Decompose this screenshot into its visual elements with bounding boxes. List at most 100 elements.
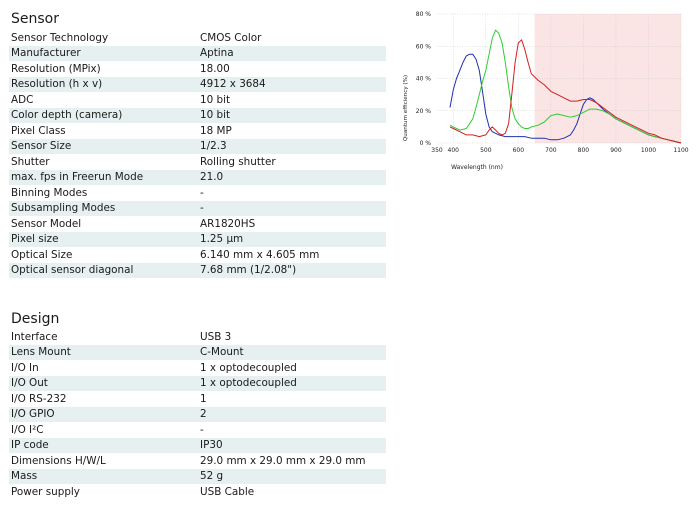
sensor-spec-row-label: Binning Modes <box>11 186 88 199</box>
chart-x-tick-label: 400 <box>448 147 460 154</box>
chart-x-tick-label: 1100 <box>673 147 688 154</box>
sensor-spec-row-label: Color depth (camera) <box>9 107 199 123</box>
design-spec-row-value: USB 3 <box>200 330 232 343</box>
sensor-spec-row-label: Sensor Model <box>11 217 82 230</box>
sensor-spec-row-label: Sensor Size <box>9 138 199 154</box>
design-spec-row-label: I/O GPIO <box>9 406 199 422</box>
chart-y-tick-label: 20 % <box>416 108 432 115</box>
design-spec-row-label: I/O Out <box>9 375 199 391</box>
sensor-spec-row: Sensor Technology CMOS Color <box>9 30 386 46</box>
sensor-spec-row-value: - <box>200 186 204 199</box>
sensor-spec-row: max. fps in Freerun Mode 21.0 <box>9 169 386 185</box>
sensor-spec-row-value: 6.140 mm x 4.605 mm <box>200 248 320 261</box>
sensor-spec-row-label: Sensor Technology <box>11 31 109 44</box>
sensor-spec-row: ADC 10 bit <box>9 92 386 108</box>
design-spec-row: I/O GPIO 2 <box>9 406 386 422</box>
design-spec-row-value: IP30 <box>199 437 386 453</box>
chart-y-tick-label: 80 % <box>416 11 432 18</box>
design-spec-row: I/O Out 1 x optodecoupled <box>9 375 386 391</box>
design-spec-row-value: 1 x optodecoupled <box>199 375 386 391</box>
design-spec-row-label: Power supply <box>11 485 80 498</box>
design-spec-row: Power supply USB Cable <box>9 484 386 500</box>
design-spec-row-label: Dimensions H/W/L <box>11 454 106 467</box>
sensor-spec-row: Optical Size 6.140 mm x 4.605 mm <box>9 247 386 263</box>
sensor-spec-row: Subsampling Modes - <box>9 200 386 216</box>
sensor-spec-row-label: Shutter <box>11 155 50 168</box>
chart-x-tick-label: 900 <box>610 147 622 154</box>
design-spec-row: Dimensions H/W/L 29.0 mm x 29.0 mm x 29.0… <box>9 453 386 469</box>
design-spec-row-label: I/O In <box>11 361 39 374</box>
design-spec-row: Lens Mount C-Mount <box>9 344 386 360</box>
sensor-spec-row-value: CMOS Color <box>200 31 262 44</box>
sensor-spec-row: Resolution (h x v) 4912 x 3684 <box>9 76 386 92</box>
quantum-efficiency-chart: 350 400 500 600 700 800 900 1000 1100 0 % 20 % 40 %… <box>403 11 689 171</box>
design-spec-row-label: Interface <box>11 330 58 343</box>
sensor-spec-row-value: 1/2.3 <box>199 138 386 154</box>
sensor-spec-row-value: 18.00 <box>200 62 230 75</box>
sensor-spec-row-label: max. fps in Freerun Mode <box>9 169 199 185</box>
sensor-spec-row-value: Aptina <box>199 45 386 61</box>
sensor-spec-row: Resolution (MPix) 18.00 <box>9 61 386 77</box>
chart-x-tick-label: 800 <box>578 147 590 154</box>
sensor-spec-row-label: Pixel size <box>9 231 199 247</box>
sensor-spec-row-label: Resolution (h x v) <box>9 76 199 92</box>
design-spec-row-value: 1 <box>200 392 207 405</box>
sensor-spec-row: Optical sensor diagonal 7.68 mm (1/2.08") <box>9 262 386 278</box>
sensor-spec-row: Shutter Rolling shutter <box>9 154 386 170</box>
design-spec-row-value: 52 g <box>199 468 386 484</box>
qe-series-line-3 <box>449 39 682 144</box>
chart-x-tick-label: 350 <box>431 147 443 154</box>
sensor-spec-row-label: Manufacturer <box>9 45 199 61</box>
sensor-section-title: Sensor <box>11 11 59 27</box>
sensor-spec-row-label: ADC <box>11 93 34 106</box>
design-spec-row: Mass 52 g <box>9 468 386 484</box>
design-spec-row-value: 29.0 mm x 29.0 mm x 29.0 mm <box>200 454 366 467</box>
sensor-spec-row-label: Optical Size <box>11 248 73 261</box>
design-section-title: Design <box>11 311 60 327</box>
chart-x-tick-label: 1000 <box>641 147 656 154</box>
sensor-spec-row-value: 7.68 mm (1/2.08") <box>199 262 386 278</box>
design-spec-row: I/O In 1 x optodecoupled <box>9 360 386 376</box>
sensor-spec-row-value: - <box>199 200 386 216</box>
design-spec-row: Interface USB 3 <box>9 329 386 345</box>
design-spec-row-label: I/O RS-232 <box>11 392 67 405</box>
sensor-spec-row-value: AR1820HS <box>200 217 256 230</box>
design-spec-table: Interface USB 3 Lens Mount C-Mount I/O In 1 x… <box>9 329 386 500</box>
design-spec-row-value: 2 <box>199 406 386 422</box>
sensor-spec-row: Pixel Class 18 MP <box>9 123 386 139</box>
sensor-spec-row: Color depth (camera) 10 bit <box>9 107 386 123</box>
sensor-spec-row-label: Resolution (MPix) <box>11 62 101 75</box>
sensor-spec-row: Sensor Size 1/2.3 <box>9 138 386 154</box>
chart-x-axis-label: Wavelength (nm) <box>451 164 503 171</box>
chart-y-tick-label: 0 % <box>420 140 432 147</box>
sensor-spec-row: Sensor Model AR1820HS <box>9 216 386 232</box>
chart-x-tick-label: 700 <box>545 147 557 154</box>
chart-y-tick-label: 60 % <box>416 43 432 50</box>
chart-y-axis-label: Quantum efficiency (%) <box>403 75 409 141</box>
chart-x-tick-label: 600 <box>513 147 525 154</box>
sensor-spec-row-value: 4912 x 3684 <box>199 76 386 92</box>
design-spec-row: I/O RS-232 1 <box>9 391 386 407</box>
sensor-spec-row-label: Pixel Class <box>11 124 66 137</box>
chart-x-tick-label: 500 <box>480 147 492 154</box>
sensor-spec-row-value: 21.0 <box>199 169 386 185</box>
sensor-spec-row-value: 18 MP <box>200 124 232 137</box>
design-spec-row-value: C-Mount <box>199 344 386 360</box>
sensor-spec-table: Sensor Technology CMOS Color Manufacturer A… <box>9 30 386 278</box>
design-spec-row-label: Lens Mount <box>9 344 199 360</box>
sensor-spec-row: Manufacturer Aptina <box>9 45 386 61</box>
design-spec-row-label: Mass <box>9 468 199 484</box>
design-spec-row-label: IP code <box>9 437 199 453</box>
sensor-spec-row-label: Optical sensor diagonal <box>9 262 199 278</box>
sensor-spec-row: Pixel size 1.25 µm <box>9 231 386 247</box>
sensor-spec-row-label: Subsampling Modes <box>9 200 199 216</box>
sensor-spec-row-value: 1.25 µm <box>199 231 386 247</box>
chart-y-tick-label: 40 % <box>416 76 432 83</box>
design-spec-row: IP code IP30 <box>9 437 386 453</box>
sensor-spec-row-value: 10 bit <box>200 93 231 106</box>
design-spec-row-value: USB Cable <box>200 485 255 498</box>
design-spec-row-value: - <box>200 423 204 436</box>
design-spec-row-value: 1 x optodecoupled <box>200 361 297 374</box>
design-spec-row: I/O I²C - <box>9 422 386 438</box>
design-spec-row-label: I/O I²C <box>11 423 44 436</box>
